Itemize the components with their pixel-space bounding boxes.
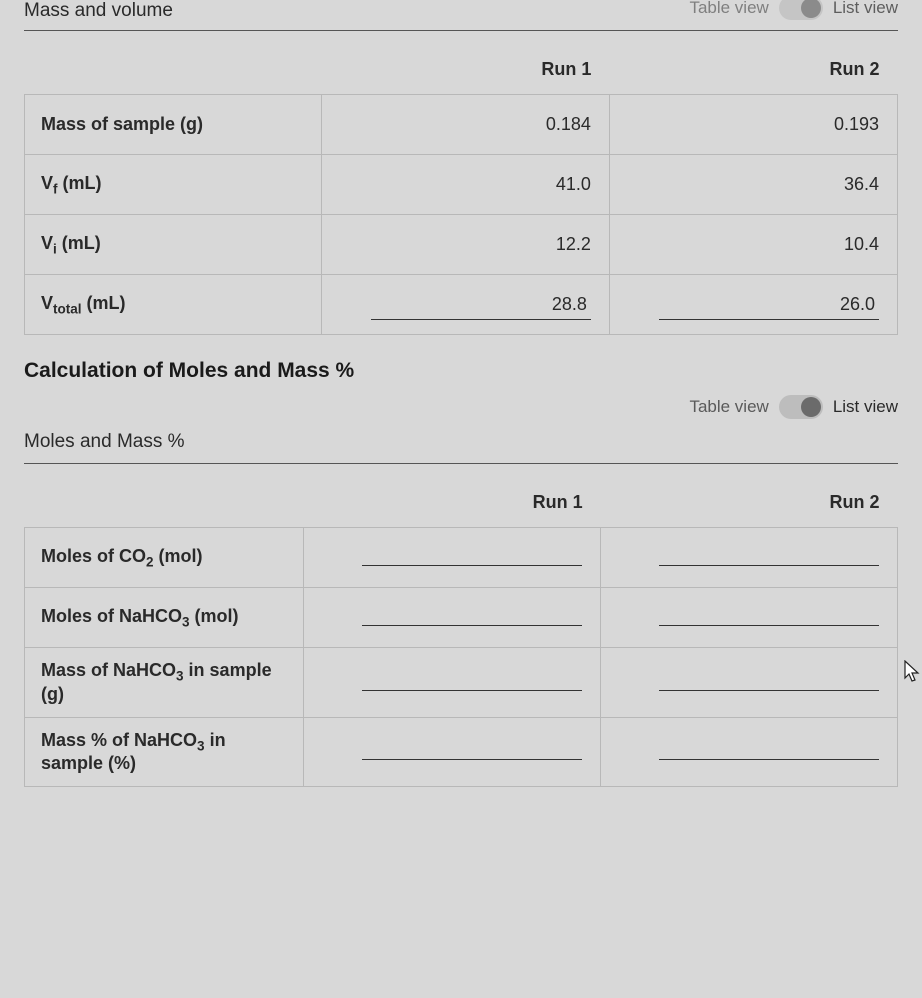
col-run1: Run 1: [321, 45, 609, 95]
col-run1: Run 1: [304, 478, 601, 528]
list-view-label[interactable]: List view: [833, 397, 898, 417]
table-header-row: Run 1 Run 2: [25, 478, 898, 528]
mass-volume-table: Run 1 Run 2 Mass of sample (g) 0.184 0.1…: [24, 45, 898, 335]
moles-mass-table: Run 1 Run 2 Moles of CO2 (mol) Moles of …: [24, 478, 898, 787]
cell-input[interactable]: [601, 588, 898, 648]
table-header-row: Run 1 Run 2: [25, 45, 898, 95]
cell-input[interactable]: [601, 717, 898, 787]
section-1-header: Mass and volume Table view List view: [24, 0, 898, 31]
view-toggle-1: Table view List view: [689, 0, 898, 20]
view-switch[interactable]: [779, 0, 823, 20]
cell-input[interactable]: [304, 588, 601, 648]
col-run2: Run 2: [601, 478, 898, 528]
cell-input[interactable]: [304, 648, 601, 718]
table-row: Moles of NaHCO3 (mol): [25, 588, 898, 648]
row-label-moles-co2: Moles of CO2 (mol): [25, 528, 304, 588]
table-row: Mass of NaHCO3 in sample (g): [25, 648, 898, 718]
row-label-vi: Vi (mL): [25, 215, 322, 275]
cursor-icon: [904, 660, 922, 690]
section-2-heading: Calculation of Moles and Mass %: [24, 359, 898, 383]
table-view-label[interactable]: Table view: [689, 0, 768, 18]
cell-input[interactable]: [304, 717, 601, 787]
view-switch[interactable]: [779, 395, 823, 419]
row-label-mass-sample: Mass of sample (g): [25, 95, 322, 155]
row-label-moles-nahco3: Moles of NaHCO3 (mol): [25, 588, 304, 648]
cell-value: 12.2: [321, 215, 609, 275]
table-row: Vtotal (mL) 28.8 26.0: [25, 275, 898, 335]
table-row: Mass of sample (g) 0.184 0.193: [25, 95, 898, 155]
table-row: Vi (mL) 12.2 10.4: [25, 215, 898, 275]
section-1-title: Mass and volume: [24, 0, 689, 22]
col-run2: Run 2: [609, 45, 897, 95]
table-view-label[interactable]: Table view: [689, 397, 768, 417]
table-row: Vf (mL) 41.0 36.4: [25, 155, 898, 215]
table-row: Moles of CO2 (mol): [25, 528, 898, 588]
row-label-vtotal: Vtotal (mL): [25, 275, 322, 335]
list-view-label[interactable]: List view: [833, 0, 898, 18]
view-toggle-2: Table view List view: [24, 395, 898, 419]
cell-value: 36.4: [609, 155, 897, 215]
row-label-vf: Vf (mL): [25, 155, 322, 215]
cell-input[interactable]: [601, 648, 898, 718]
cell-value: 10.4: [609, 215, 897, 275]
cell-value: 0.184: [321, 95, 609, 155]
cell-input[interactable]: [304, 528, 601, 588]
table-row: Mass % of NaHCO3 in sample (%): [25, 717, 898, 787]
row-label-mass-nahco3: Mass of NaHCO3 in sample (g): [25, 648, 304, 718]
cell-input[interactable]: [601, 528, 898, 588]
section-2-title: Moles and Mass %: [24, 425, 898, 464]
cell-value: 41.0: [321, 155, 609, 215]
cell-input[interactable]: 26.0: [609, 275, 897, 335]
cell-input[interactable]: 28.8: [321, 275, 609, 335]
cell-value: 0.193: [609, 95, 897, 155]
row-label-pct-nahco3: Mass % of NaHCO3 in sample (%): [25, 717, 304, 787]
